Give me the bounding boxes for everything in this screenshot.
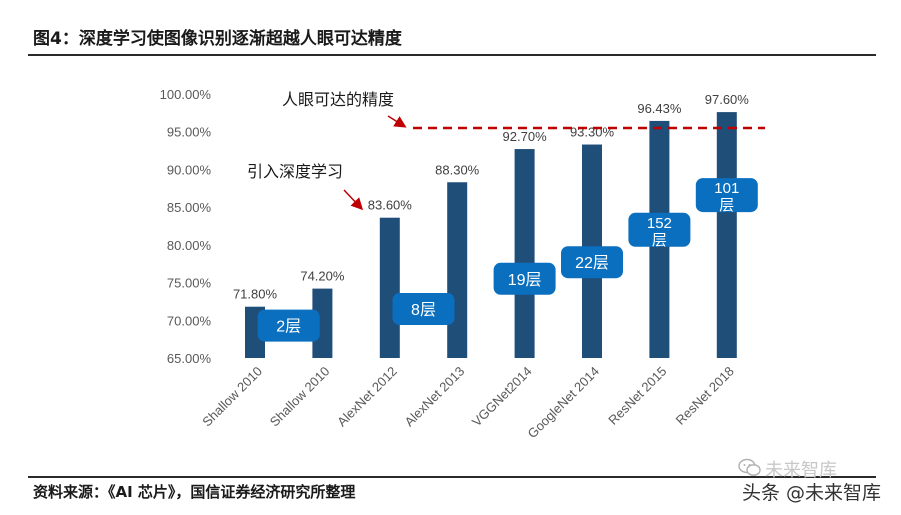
- x-tick-label: Shallow 2010: [199, 364, 265, 430]
- layer-badge: [695, 178, 758, 213]
- y-tick-label: 65.00%: [167, 351, 212, 366]
- bar: [447, 182, 468, 358]
- watermark-text: 头条 @未来智库: [741, 482, 881, 504]
- bar: [379, 217, 400, 358]
- bar: [716, 112, 737, 358]
- layer-badge-label: 22层: [575, 255, 609, 272]
- y-tick-label: 70.00%: [167, 313, 212, 328]
- data-label: 71.80%: [233, 287, 278, 302]
- layer-badge-label: 8层: [411, 302, 436, 319]
- human-accuracy-arrow: [387, 115, 407, 128]
- top-divider: [28, 54, 876, 56]
- source-note: 资料来源：《AI 芯片》，国信证券经济研究所整理: [33, 483, 356, 501]
- x-tick-label: AlexNet 2013: [402, 364, 468, 430]
- x-tick-label: Shallow 2010: [267, 364, 333, 430]
- data-label: 88.30%: [435, 162, 480, 177]
- y-tick-label: 100.00%: [160, 87, 212, 102]
- layer-badge: [561, 246, 623, 279]
- bottom-divider: [28, 476, 876, 478]
- layer-badge-label: 19层: [508, 272, 542, 289]
- data-label: 96.43%: [637, 101, 682, 116]
- layer-badge-label: 152 层: [647, 215, 672, 249]
- bar-chart: 65.00% 70.00% 75.00% 80.00% 85.00% 90.00% 95.0…: [160, 87, 765, 442]
- layer-badge: [257, 309, 320, 342]
- human-accuracy-label: 人眼可达的精度: [282, 91, 394, 109]
- y-tick-label: 85.00%: [167, 200, 212, 215]
- layer-badge-label: 101 层: [714, 180, 739, 214]
- layer-badge: [493, 262, 556, 295]
- x-tick-label: GoogleNet 2014: [525, 364, 603, 442]
- data-label: 93.30%: [570, 125, 615, 140]
- deep-learning-arrow: [343, 189, 364, 211]
- figure-title: 图4：深度学习使图像识别逐渐超越人眼可达精度: [33, 29, 402, 49]
- data-label: 83.60%: [368, 198, 413, 213]
- x-tick-label: ResNet 2015: [605, 364, 669, 428]
- bar: [514, 149, 535, 358]
- data-label: 97.60%: [705, 92, 750, 107]
- watermark-ghost-text: 未来智库: [765, 460, 837, 481]
- x-tick-label: ResNet 2018: [673, 364, 737, 428]
- x-tick-label: VGGNet2014: [469, 364, 535, 430]
- bar: [312, 288, 333, 358]
- y-tick-label: 95.00%: [167, 125, 212, 140]
- y-tick-label: 80.00%: [167, 238, 212, 253]
- x-tick-label: AlexNet 2012: [334, 364, 400, 430]
- data-label: 92.70%: [503, 129, 548, 144]
- y-tick-label: 90.00%: [167, 162, 212, 177]
- data-label: 74.20%: [300, 269, 345, 284]
- layer-badge: [628, 212, 691, 247]
- layer-badge-label: 2层: [276, 319, 301, 336]
- deep-learning-label: 引入深度学习: [247, 163, 343, 181]
- wechat-icon: [738, 458, 761, 476]
- y-tick-label: 75.00%: [167, 276, 212, 291]
- layer-badge: [392, 292, 455, 325]
